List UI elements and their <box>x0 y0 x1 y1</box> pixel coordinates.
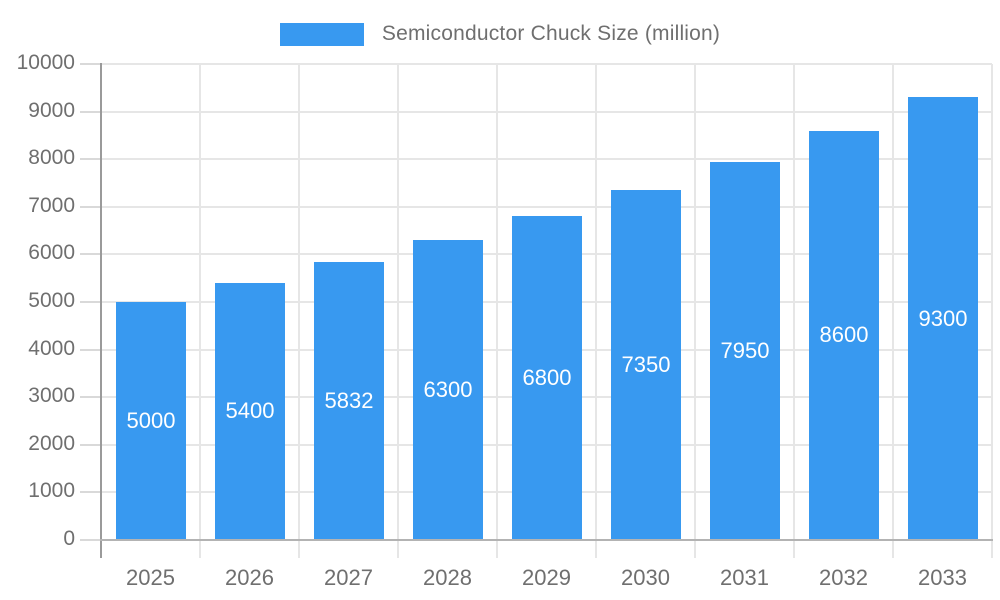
legend-label: Semiconductor Chuck Size (million) <box>381 22 721 45</box>
x-axis-tick-label: 2032 <box>819 565 868 590</box>
y-axis-tick <box>80 301 101 303</box>
bar-value-label: 5832 <box>324 388 374 413</box>
x-axis-tick-label: 2031 <box>720 565 769 590</box>
x-gridline <box>991 64 993 558</box>
bar[interactable] <box>809 131 879 540</box>
bar-value-label: 7950 <box>720 338 770 363</box>
bar[interactable] <box>215 283 285 540</box>
y-axis-tick-label: 0 <box>63 527 75 550</box>
bar[interactable] <box>710 162 780 540</box>
bar-value-label: 7350 <box>621 352 671 377</box>
bar-value-label: 6300 <box>423 377 473 402</box>
y-axis-tick <box>80 63 101 65</box>
y-axis-line <box>100 63 102 558</box>
y-gridline <box>101 111 992 113</box>
y-axis-tick <box>80 444 101 446</box>
y-axis-tick <box>80 349 101 351</box>
y-axis-tick <box>80 253 101 255</box>
bar[interactable] <box>512 216 582 540</box>
x-gridline <box>199 64 201 558</box>
y-axis-tick-label: 10000 <box>16 51 75 74</box>
legend[interactable]: Semiconductor Chuck Size (million) <box>0 16 1000 52</box>
x-axis-tick-label: 2030 <box>621 565 670 590</box>
y-axis-tick-label: 1000 <box>28 479 75 502</box>
y-axis-tick-label: 8000 <box>28 146 75 169</box>
y-axis-tick-label: 2000 <box>28 432 75 455</box>
y-gridline <box>101 63 992 65</box>
x-axis-tick-label: 2029 <box>522 565 571 590</box>
y-axis-tick <box>80 111 101 113</box>
y-axis-tick <box>80 206 101 208</box>
x-gridline <box>397 64 399 558</box>
x-axis-tick-label: 2027 <box>324 565 373 590</box>
bar[interactable] <box>116 302 186 540</box>
y-axis-tick-label: 3000 <box>28 384 75 407</box>
legend-swatch-icon <box>279 22 364 46</box>
y-axis-tick-label: 9000 <box>28 99 75 122</box>
y-axis-tick-label: 6000 <box>28 241 75 264</box>
x-axis-tick-label: 2028 <box>423 565 472 590</box>
bar-value-label: 5400 <box>225 398 275 423</box>
bar-value-label: 6800 <box>522 365 572 390</box>
x-gridline <box>793 64 795 558</box>
bar-value-label: 8600 <box>819 322 869 347</box>
x-axis-tick-label: 2033 <box>918 565 967 590</box>
y-axis-tick <box>80 491 101 493</box>
bar-value-label: 9300 <box>918 306 968 331</box>
y-axis-tick <box>80 158 101 160</box>
x-axis-tick-label: 2026 <box>225 565 274 590</box>
x-gridline <box>496 64 498 558</box>
y-axis-tick-label: 5000 <box>28 289 75 312</box>
y-gridline <box>101 158 992 160</box>
bar[interactable] <box>413 240 483 540</box>
y-gridline <box>101 206 992 208</box>
bar[interactable] <box>611 190 681 540</box>
bar[interactable] <box>314 262 384 540</box>
x-gridline <box>892 64 894 558</box>
bar-value-label: 5000 <box>126 408 176 433</box>
x-axis-baseline <box>100 539 993 541</box>
y-axis-tick-label: 4000 <box>28 337 75 360</box>
x-gridline <box>694 64 696 558</box>
x-axis-tick-label: 2025 <box>126 565 175 590</box>
y-axis-tick <box>80 396 101 398</box>
y-axis-tick-label: 7000 <box>28 194 75 217</box>
bar[interactable] <box>908 97 978 540</box>
x-gridline <box>595 64 597 558</box>
y-axis-tick <box>80 539 101 541</box>
x-gridline <box>298 64 300 558</box>
